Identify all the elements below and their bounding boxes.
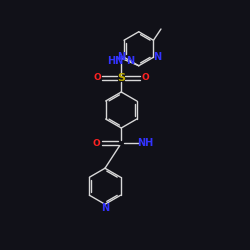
Text: N: N [117,52,125,62]
Text: O: O [92,138,100,147]
Text: O: O [142,74,149,82]
Text: N: N [101,203,109,213]
Text: HN: HN [108,56,124,66]
Text: S: S [117,73,125,83]
Text: N: N [153,52,161,62]
Text: O: O [93,74,101,82]
Text: N: N [126,56,134,66]
Text: NH: NH [137,138,153,148]
